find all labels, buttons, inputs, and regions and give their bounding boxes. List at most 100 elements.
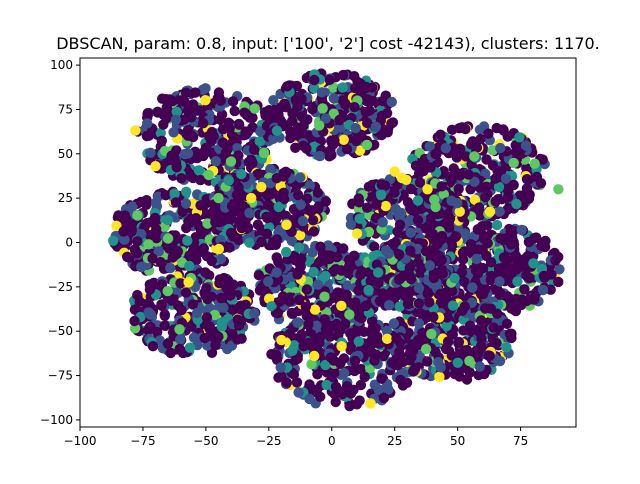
scatter-point (187, 131, 199, 143)
scatter-point (202, 293, 213, 305)
scatter-point (349, 102, 360, 113)
scatter-point (216, 317, 228, 328)
scatter-point (267, 236, 279, 248)
scatter-point (416, 263, 428, 274)
scatter-point (328, 93, 339, 104)
scatter-point (539, 272, 550, 283)
scatter-point (293, 189, 304, 201)
scatter-point (149, 212, 161, 224)
scatter-point (336, 265, 347, 276)
scatter-point (239, 107, 250, 118)
scatter-point (304, 180, 316, 191)
scatter-point (405, 245, 416, 256)
scatter-point (296, 111, 307, 122)
scatter-point (421, 221, 432, 232)
scatter-point (428, 311, 439, 323)
scatter-point (449, 368, 460, 380)
scatter-point (308, 226, 320, 237)
scatter-point (147, 341, 159, 352)
scatter-point (321, 379, 332, 391)
scatter-point (553, 276, 564, 288)
scatter-point (413, 318, 425, 329)
scatter-point (186, 112, 197, 123)
scatter-point (301, 284, 313, 295)
scatter-point (494, 276, 505, 287)
scatter-point (389, 187, 400, 198)
scatter-point (458, 325, 469, 336)
scatter-point (144, 284, 156, 295)
scatter-point (338, 367, 350, 379)
scatter-point (319, 291, 330, 302)
scatter-point (374, 295, 386, 307)
scatter-point (345, 388, 357, 399)
scatter-point (441, 320, 452, 332)
scatter-point (187, 250, 198, 261)
scatter-point (155, 256, 166, 268)
scatter-point (480, 191, 491, 203)
scatter-point (440, 143, 451, 154)
scatter-point (165, 262, 176, 274)
scatter-point (271, 267, 282, 278)
scatter-point (143, 239, 154, 250)
scatter-point (309, 304, 321, 315)
scatter-point (330, 396, 341, 408)
scatter-point (281, 377, 292, 388)
scatter-point (529, 158, 540, 169)
scatter-point (353, 336, 364, 347)
scatter-point (297, 215, 309, 227)
scatter-point (516, 294, 528, 305)
scatter-point (141, 199, 152, 210)
scatter-point (444, 213, 456, 224)
scatter-point (294, 294, 305, 306)
scatter-point (142, 324, 154, 336)
scatter-point (263, 111, 275, 123)
scatter-point (519, 284, 530, 295)
scatter-point (170, 197, 182, 208)
scatter-point (216, 292, 227, 304)
scatter-point (248, 144, 260, 155)
scatter-point (304, 393, 315, 405)
scatter-point (459, 276, 470, 288)
scatter-point (246, 154, 257, 166)
scatter-point (320, 270, 331, 282)
scatter-point (166, 150, 177, 161)
scatter-point (420, 246, 432, 257)
scatter-point (537, 154, 548, 165)
scatter-point (502, 191, 514, 203)
scatter-point (434, 371, 445, 382)
scatter-point (351, 228, 363, 239)
scatter-point (156, 300, 167, 311)
scatter-point (285, 126, 296, 137)
x-tick-label: 75 (513, 434, 528, 448)
scatter-point (350, 82, 361, 94)
scatter-point (433, 357, 444, 368)
scatter-point (452, 357, 463, 368)
scatter-point (316, 87, 328, 98)
scatter-point (387, 357, 398, 368)
scatter-point (113, 210, 124, 221)
scatter-point (492, 308, 503, 319)
scatter-point (382, 127, 393, 138)
scatter-point (200, 267, 211, 278)
scatter-point (396, 172, 408, 184)
scatter-point (301, 310, 312, 321)
scatter-point (311, 320, 322, 331)
scatter-point (272, 308, 283, 319)
scatter-point (165, 347, 176, 359)
scatter-point (553, 184, 564, 195)
scatter-point (204, 321, 215, 332)
scatter-point (428, 272, 440, 284)
scatter-point (389, 166, 400, 177)
scatter-point (234, 119, 245, 130)
scatter-point (281, 246, 292, 258)
scatter-point (301, 143, 312, 154)
scatter-point (394, 219, 406, 230)
scatter-point (220, 147, 231, 159)
x-tick-label: −100 (64, 434, 97, 448)
scatter-point (408, 366, 419, 377)
scatter-point (424, 297, 435, 308)
scatter-point (334, 114, 345, 126)
scatter-point (286, 235, 297, 246)
scatter-point (315, 241, 326, 252)
